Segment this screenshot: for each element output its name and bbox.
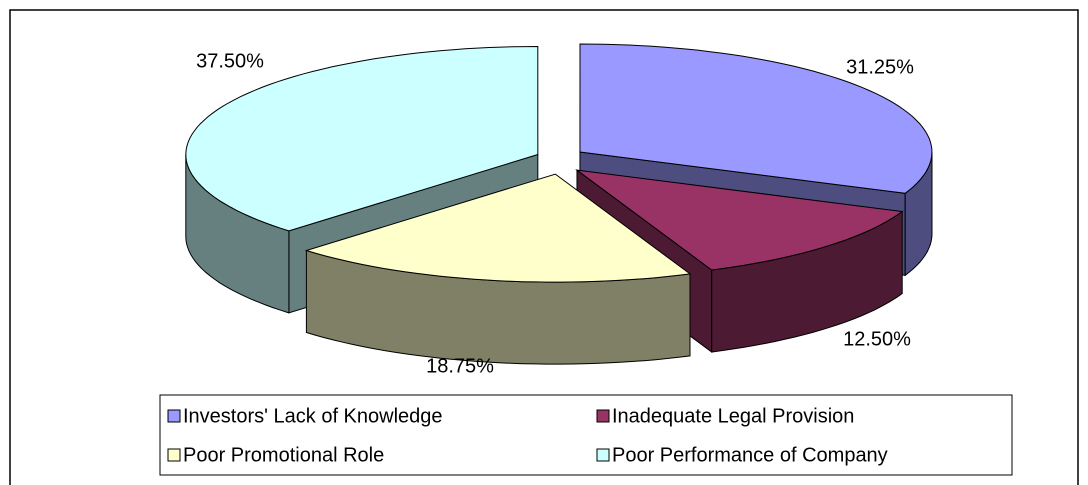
data-label: 37.50%: [196, 50, 264, 72]
chart-frame: [9, 9, 1079, 485]
legend-label: Investors' Lack of Knowledge: [183, 405, 443, 427]
slice-top: [304, 173, 692, 283]
pie: [185, 43, 933, 365]
data-label: 18.75%: [426, 355, 494, 377]
legend-swatch: [596, 409, 610, 423]
slice-top: [185, 45, 539, 232]
legend-label: Poor Promotional Role: [183, 444, 384, 466]
legend-swatch: [167, 409, 181, 423]
legend-box: [159, 394, 1013, 476]
slice-top: [579, 43, 933, 194]
legend-label: Inadequate Legal Provision: [612, 405, 854, 427]
data-label: 12.50%: [843, 328, 911, 350]
slice-top: [575, 169, 904, 271]
legend-swatch: [167, 448, 181, 462]
data-label: 31.25%: [846, 56, 914, 78]
legend-swatch: [596, 448, 610, 462]
legend-label: Poor Performance of Company: [612, 444, 888, 466]
